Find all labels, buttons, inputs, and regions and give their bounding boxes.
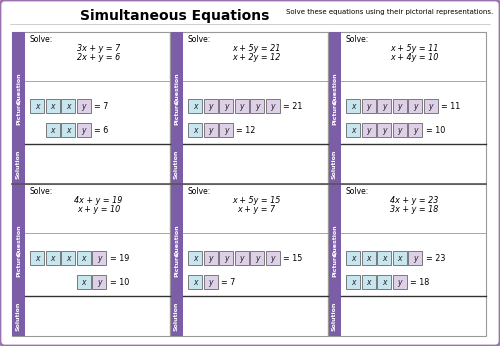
Text: y: y [270, 254, 275, 263]
Bar [30, 99, 44, 113]
Bar [76, 275, 90, 290]
Bar [328, 184, 341, 336]
Text: x: x [50, 102, 55, 111]
Text: 2x + y = 6: 2x + y = 6 [77, 53, 120, 62]
Text: Solve:: Solve: [187, 35, 210, 44]
Bar [12, 184, 25, 336]
Text: x: x [351, 278, 355, 287]
Text: y: y [81, 102, 86, 111]
Bar [92, 275, 106, 290]
Bar [219, 124, 233, 137]
Bar [377, 124, 391, 137]
Text: x: x [35, 254, 39, 263]
Text: y: y [97, 254, 101, 263]
Text: Solve:: Solve: [187, 187, 210, 196]
Text: = 18: = 18 [410, 278, 429, 287]
Text: y: y [208, 102, 213, 111]
Bar [328, 32, 486, 184]
Text: y: y [208, 126, 213, 135]
Bar [362, 251, 376, 265]
Text: 4x + y = 19: 4x + y = 19 [74, 196, 122, 205]
Text: Question: Question [174, 225, 179, 256]
Text: Solution: Solution [174, 149, 179, 179]
Bar [234, 251, 248, 265]
Bar [188, 275, 202, 290]
Text: y: y [366, 126, 371, 135]
Text: x + 5y = 15: x + 5y = 15 [232, 196, 280, 205]
Text: Solution: Solution [332, 302, 337, 331]
Text: Solve:: Solve: [345, 187, 368, 196]
Text: y: y [240, 102, 244, 111]
Text: y: y [255, 102, 259, 111]
Text: Question: Question [332, 225, 337, 256]
Bar [204, 124, 218, 137]
Text: x: x [366, 278, 371, 287]
Text: = 12: = 12 [236, 126, 256, 135]
Text: y: y [382, 126, 386, 135]
Text: x: x [382, 254, 386, 263]
Bar [30, 251, 44, 265]
Bar [76, 251, 90, 265]
Text: = 15: = 15 [283, 254, 302, 263]
Text: Simultaneous Equations: Simultaneous Equations [80, 9, 270, 23]
Bar [250, 251, 264, 265]
Text: y: y [224, 126, 228, 135]
Bar [377, 99, 391, 113]
Text: = 10: = 10 [110, 278, 129, 287]
Bar [424, 99, 438, 113]
Bar [170, 32, 328, 184]
Bar [266, 251, 280, 265]
Bar [328, 184, 486, 336]
Bar [408, 124, 422, 137]
Text: y: y [413, 254, 417, 263]
Bar [76, 99, 90, 113]
Text: Picture: Picture [332, 252, 337, 277]
Bar [170, 184, 328, 336]
Text: = 21: = 21 [283, 102, 302, 111]
Bar [408, 99, 422, 113]
Text: y: y [382, 102, 386, 111]
Text: x: x [66, 254, 70, 263]
Text: x: x [193, 126, 197, 135]
Text: = 6: = 6 [94, 126, 108, 135]
Text: x: x [382, 278, 386, 287]
Text: x: x [50, 254, 55, 263]
Text: y: y [397, 278, 402, 287]
Text: Solution: Solution [174, 302, 179, 331]
Text: x: x [351, 254, 355, 263]
Text: Picture: Picture [16, 252, 21, 277]
Text: y: y [428, 102, 433, 111]
Text: x: x [193, 254, 197, 263]
Text: x + 5y = 21: x + 5y = 21 [232, 44, 280, 53]
Text: y: y [240, 254, 244, 263]
Text: y: y [208, 254, 213, 263]
Text: = 23: = 23 [426, 254, 445, 263]
Bar [92, 251, 106, 265]
Bar [12, 32, 25, 184]
Bar [234, 99, 248, 113]
Text: Picture: Picture [332, 100, 337, 125]
Text: y: y [413, 102, 417, 111]
Bar [204, 275, 218, 290]
Text: Solve:: Solve: [29, 35, 52, 44]
Text: x + 5y = 11: x + 5y = 11 [390, 44, 438, 53]
Bar [188, 251, 202, 265]
Text: Solution: Solution [332, 149, 337, 179]
Bar [408, 251, 422, 265]
Text: x: x [351, 126, 355, 135]
Text: x + 2y = 12: x + 2y = 12 [232, 53, 280, 62]
Text: y: y [81, 126, 86, 135]
Bar [204, 251, 218, 265]
Text: Picture: Picture [16, 100, 21, 125]
Bar [61, 251, 75, 265]
Text: y: y [224, 254, 228, 263]
Text: y: y [208, 278, 213, 287]
Bar [346, 251, 360, 265]
Text: Solve:: Solve: [345, 35, 368, 44]
Bar [219, 99, 233, 113]
Text: x: x [66, 102, 70, 111]
Text: = 11: = 11 [441, 102, 460, 111]
Text: Question: Question [332, 72, 337, 104]
Text: x + y = 7: x + y = 7 [238, 205, 276, 214]
